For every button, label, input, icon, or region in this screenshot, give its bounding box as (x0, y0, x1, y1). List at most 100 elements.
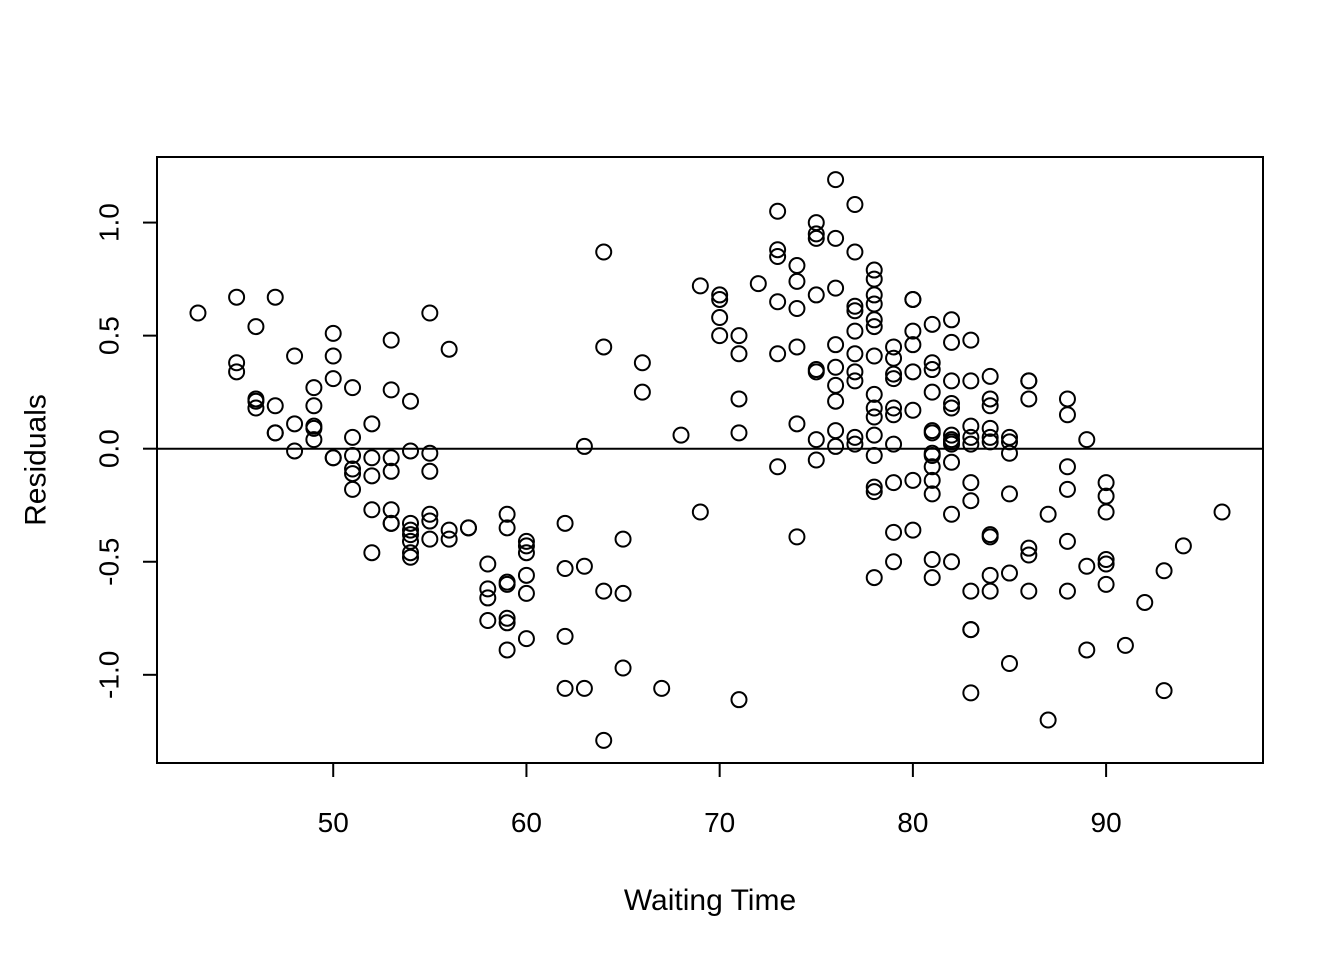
data-point (344, 428, 362, 446)
data-point (943, 399, 961, 417)
data-point (1000, 564, 1018, 582)
data-point (266, 288, 284, 306)
data-point (1000, 433, 1018, 451)
data-point (517, 537, 535, 555)
data-point (885, 553, 903, 571)
data-point (711, 286, 729, 304)
data-point (885, 406, 903, 424)
data-point (421, 462, 439, 480)
data-point (421, 444, 439, 462)
data-point (943, 333, 961, 351)
data-point (363, 467, 381, 485)
data-point (827, 229, 845, 247)
data-point (962, 417, 980, 435)
data-point (266, 397, 284, 415)
data-point (344, 480, 362, 498)
data-point (769, 293, 787, 311)
data-point (672, 426, 690, 444)
data-point (846, 322, 864, 340)
data-point (846, 372, 864, 390)
data-point (711, 290, 729, 308)
data-point (807, 225, 825, 243)
data-point (846, 297, 864, 315)
data-point (981, 390, 999, 408)
data-point (402, 392, 420, 410)
data-point (923, 458, 941, 476)
data-point (846, 428, 864, 446)
data-point (1039, 505, 1057, 523)
data-point (865, 311, 883, 329)
data-point (904, 401, 922, 419)
data-point (981, 419, 999, 437)
data-point (827, 279, 845, 297)
data-point (807, 229, 825, 247)
data-point (479, 589, 497, 607)
data-point (711, 327, 729, 345)
data-point (730, 424, 748, 442)
data-point (498, 614, 516, 632)
data-point (517, 630, 535, 648)
data-point (595, 243, 613, 261)
data-point (788, 338, 806, 356)
data-point (962, 428, 980, 446)
data-point (421, 505, 439, 523)
data-point (1000, 655, 1018, 673)
data-point (827, 171, 845, 189)
data-point (923, 354, 941, 372)
data-point (575, 679, 593, 697)
data-point (382, 381, 400, 399)
data-point (517, 544, 535, 562)
data-point (827, 336, 845, 354)
data-point (962, 372, 980, 390)
data-point (305, 431, 323, 449)
data-point (769, 458, 787, 476)
data-point (865, 347, 883, 365)
data-point (363, 449, 381, 467)
data-point (943, 453, 961, 471)
data-point (846, 345, 864, 363)
data-point (324, 347, 342, 365)
data-point (865, 569, 883, 587)
data-point (962, 474, 980, 492)
data-point (865, 261, 883, 279)
data-point (904, 363, 922, 381)
data-point (1058, 582, 1076, 600)
data-point (575, 557, 593, 575)
data-point (1097, 555, 1115, 573)
data-point (305, 397, 323, 415)
y-axis-title: Residuals (20, 394, 53, 526)
data-point (1174, 537, 1192, 555)
data-point (266, 424, 284, 442)
data-point (614, 584, 632, 602)
data-point (479, 580, 497, 598)
data-point (247, 392, 265, 410)
data-point (691, 503, 709, 521)
data-point (865, 426, 883, 444)
data-point (1020, 390, 1038, 408)
data-point (286, 347, 304, 365)
data-point (402, 526, 420, 544)
data-point (904, 471, 922, 489)
data-point (711, 309, 729, 327)
data-point (962, 492, 980, 510)
data-point (382, 462, 400, 480)
data-point (305, 379, 323, 397)
data-point (479, 555, 497, 573)
data-point (923, 550, 941, 568)
data-point (498, 641, 516, 659)
data-point (865, 478, 883, 496)
data-point (769, 345, 787, 363)
data-point (788, 272, 806, 290)
data-point (556, 627, 574, 645)
data-point (1136, 593, 1154, 611)
data-point (498, 505, 516, 523)
data-point (1155, 562, 1173, 580)
data-point (943, 311, 961, 329)
data-point (324, 370, 342, 388)
data-point (749, 275, 767, 293)
data-point (885, 399, 903, 417)
data-point (788, 528, 806, 546)
data-point (807, 451, 825, 469)
data-point (827, 437, 845, 455)
